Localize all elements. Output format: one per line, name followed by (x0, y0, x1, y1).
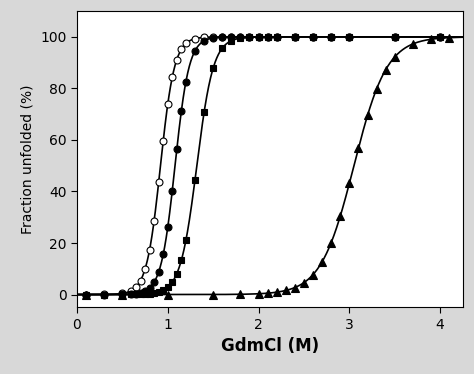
X-axis label: GdmCl (M): GdmCl (M) (221, 337, 319, 355)
Y-axis label: Fraction unfolded (%): Fraction unfolded (%) (20, 85, 35, 234)
